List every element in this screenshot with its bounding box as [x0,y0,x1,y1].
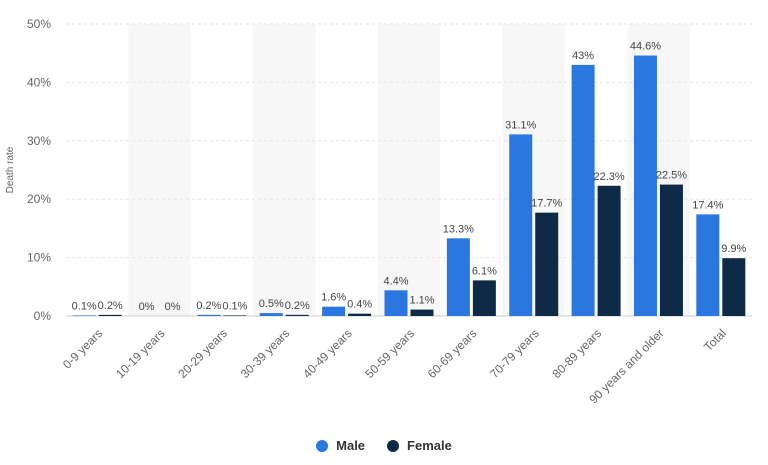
x-tick-label: 10-19 years [113,326,168,381]
bar-female [535,212,559,316]
y-tick-label: 30% [27,134,51,148]
bar-male [197,314,221,316]
data-label-female: 0.2% [285,300,310,312]
data-label-female: 22.5% [656,170,687,182]
bar-male [322,306,346,316]
bar-female [98,314,122,316]
bar-male [446,238,470,316]
bar-male [509,134,533,316]
x-tick-labels: 0-9 years 10-19 years 20-29 years 30-39 yea… [60,326,729,406]
data-label-male: 44.6% [630,41,661,53]
data-label-male: 1.6% [321,292,346,304]
data-label-male: 0.5% [259,298,284,310]
legend-marker-male [316,439,329,452]
bar-female [597,185,621,316]
x-tick-label: 20-29 years [175,326,230,381]
x-tick-label: 60-69 years [425,326,480,381]
bar-male [696,214,720,316]
x-tick-label: 0-9 years [60,326,105,371]
data-label-female: 22.3% [593,171,624,183]
data-label-female: 0.1% [222,300,247,312]
y-tick-label: 40% [27,75,51,89]
data-label-female: 0% [165,301,181,313]
legend-item-male[interactable]: Male [316,438,365,453]
bar-male [259,313,283,316]
x-tick-label: 50-59 years [362,326,417,381]
legend-label-male: Male [336,438,366,453]
data-label-female: 6.1% [472,265,497,277]
bar-female [285,314,309,316]
x-tick-label: 30-39 years [238,326,293,381]
legend-label-female: Female [407,438,452,453]
y-tick-label: 50% [27,17,51,31]
band [253,24,316,316]
band [377,24,441,316]
data-label-male: 43% [572,50,594,62]
data-label-female: 17.7% [531,198,562,210]
bar-female [472,280,496,316]
bar-female [722,258,746,316]
data-label-male: 0.2% [196,300,221,312]
bars [72,55,746,316]
y-tick-label: 10% [27,251,51,265]
x-tick-label: 40-49 years [300,326,355,381]
data-label-male: 17.4% [692,199,723,211]
bar-male [633,55,657,316]
data-label-female: 0.4% [347,299,372,311]
bar-male [571,64,595,316]
data-label-male: 0.1% [72,300,97,312]
x-tick-label: Total [701,326,729,354]
data-label-male: 0% [139,301,155,313]
bar-female [223,315,247,316]
legend-item-female[interactable]: Female [387,438,452,453]
legend: Male Female [0,438,768,453]
data-label-female: 1.1% [409,295,434,307]
data-label-male: 13.3% [443,223,474,235]
legend-marker-female [387,439,400,452]
bar-female [410,309,434,316]
data-labels: 0.1% 0.2% 0% 0% 0.2% 0.1% 0.5% 0.2%1.6%0.4%4.4%… [72,41,747,313]
y-tick-label: 20% [27,192,51,206]
data-label-male: 4.4% [383,275,408,287]
bar-female [348,313,372,316]
bar-male [72,315,96,316]
y-axis-title: Death rate [5,146,16,193]
y-tick-labels: 0% 10% 20% 30% 40% 50% [27,17,51,323]
data-label-female: 0.2% [98,300,123,312]
bar-female [659,184,683,316]
band [128,24,191,316]
y-tick-label: 0% [34,309,52,323]
bar-chart: 0.1% 0.2% 0% 0% 0.2% 0.1% 0.5% 0.2%1.6%0.4%4.4%… [5,17,752,406]
bar-male [384,290,408,316]
x-tick-label: 80-89 years [549,326,604,381]
x-tick-label: 70-79 years [487,326,542,381]
data-label-female: 9.9% [721,243,746,255]
data-label-male: 31.1% [505,119,536,131]
